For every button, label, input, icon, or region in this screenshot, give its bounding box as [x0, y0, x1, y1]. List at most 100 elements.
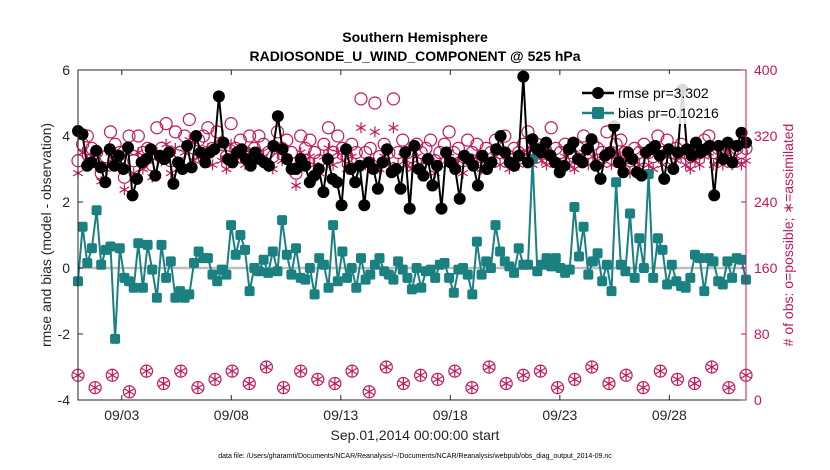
bias-marker [448, 287, 459, 298]
rmse-marker [567, 136, 580, 149]
bias-marker [328, 220, 339, 231]
y-right-tick-label: 160 [754, 260, 778, 276]
bias-marker [727, 272, 738, 283]
low-obs-assimilated-marker [689, 378, 700, 389]
y-axis-label-right: # of obs: o=possible; ∗=assimilated [780, 124, 796, 347]
rmse-marker [440, 146, 453, 159]
rmse-marker [403, 202, 416, 215]
obs-possible-marker [131, 129, 145, 143]
low-obs-possible-marker [722, 381, 736, 395]
rmse-marker [603, 146, 616, 159]
low-obs-possible-marker [585, 360, 599, 374]
rmse-marker [108, 159, 121, 172]
obs-possible-marker [294, 129, 308, 143]
low-obs-possible-marker [157, 376, 171, 391]
bias-marker [105, 241, 116, 252]
low-obs-assimilated-marker [466, 382, 478, 394]
low-obs-assimilated-marker [158, 378, 169, 389]
rmse-marker [394, 182, 407, 195]
rmse-marker [244, 159, 257, 172]
low-obs-possible-marker [653, 364, 667, 378]
bias-marker [574, 251, 584, 262]
bias-marker [587, 256, 598, 267]
low-obs-assimilated-marker [107, 369, 118, 381]
bias-marker [490, 220, 501, 231]
rmse-marker [149, 169, 162, 182]
y-right-tick-label: 0 [754, 392, 762, 408]
obs-possible-marker [252, 129, 266, 143]
low-obs-possible-marker [568, 372, 582, 386]
rmse-marker [85, 156, 98, 169]
bias-marker [281, 249, 292, 260]
low-obs-assimilated-marker [552, 382, 563, 394]
low-obs-possible-marker [311, 372, 325, 386]
rmse-marker [726, 156, 739, 169]
rmse-marker [662, 143, 675, 156]
bias-marker [356, 253, 366, 264]
low-obs-assimilated-marker [706, 361, 717, 373]
rmse-marker [176, 163, 189, 175]
rmse-marker [390, 163, 403, 175]
rmse-marker [276, 143, 289, 156]
bias-marker [337, 246, 348, 257]
legend-marker-bias [592, 107, 604, 119]
rmse-marker [494, 130, 507, 142]
bias-marker [509, 267, 520, 278]
rmse-marker [208, 143, 221, 156]
y-right-tick-label: 240 [754, 194, 778, 210]
rmse-marker [399, 146, 412, 159]
bias-marker [699, 286, 710, 297]
y-left-tick-label: 0 [62, 260, 70, 276]
rmse-marker [349, 176, 362, 189]
low-obs-possible-marker [259, 360, 274, 374]
bias-marker [444, 272, 455, 283]
rmse-marker [426, 179, 439, 192]
low-obs-assimilated-marker [501, 378, 512, 389]
bias-marker [137, 282, 148, 293]
low-obs-assimilated-marker [432, 373, 443, 385]
low-obs-possible-marker [431, 372, 445, 386]
obs-possible-marker [321, 121, 336, 135]
bias-marker [462, 269, 473, 280]
obs-possible-marker [270, 125, 285, 139]
rmse-marker [467, 159, 480, 172]
low-obs-possible-marker [516, 368, 530, 382]
x-tick-label: 09/23 [542, 407, 577, 423]
obs-possible-marker [331, 129, 345, 143]
bias-marker [495, 246, 506, 257]
bias-marker [202, 253, 213, 264]
low-obs-possible-marker [465, 381, 479, 395]
bias-marker [416, 282, 427, 293]
obs-possible-marker [150, 121, 164, 135]
low-obs-assimilated-marker [381, 361, 392, 373]
rmse-marker [144, 143, 157, 156]
bias-marker [397, 264, 408, 275]
obs-assimilated-marker [290, 180, 302, 191]
rmse-marker [490, 143, 503, 156]
bias-marker [578, 221, 589, 232]
bias-marker [156, 239, 167, 250]
bias-marker [541, 253, 552, 264]
bias-marker [189, 258, 199, 268]
low-obs-possible-marker [482, 360, 496, 374]
low-obs-assimilated-marker [449, 365, 460, 377]
rmse-marker [190, 130, 203, 142]
bias-marker [86, 243, 97, 254]
bias-marker [666, 259, 677, 270]
obs-possible-marker [354, 92, 368, 106]
rmse-marker [112, 149, 125, 162]
low-obs-possible-marker [533, 364, 548, 378]
low-obs-possible-marker [345, 364, 359, 378]
bias-marker [114, 243, 125, 254]
rmse-marker [217, 136, 230, 149]
bias-marker [161, 272, 172, 283]
bias-marker [346, 263, 357, 273]
low-obs-assimilated-marker [586, 361, 597, 373]
rmse-marker [321, 153, 334, 166]
low-obs-possible-marker [379, 360, 393, 374]
bias-marker [286, 269, 297, 280]
rmse-marker [667, 163, 680, 175]
rmse-marker [335, 199, 348, 212]
bias-marker [717, 279, 728, 290]
series-layer [71, 70, 753, 399]
